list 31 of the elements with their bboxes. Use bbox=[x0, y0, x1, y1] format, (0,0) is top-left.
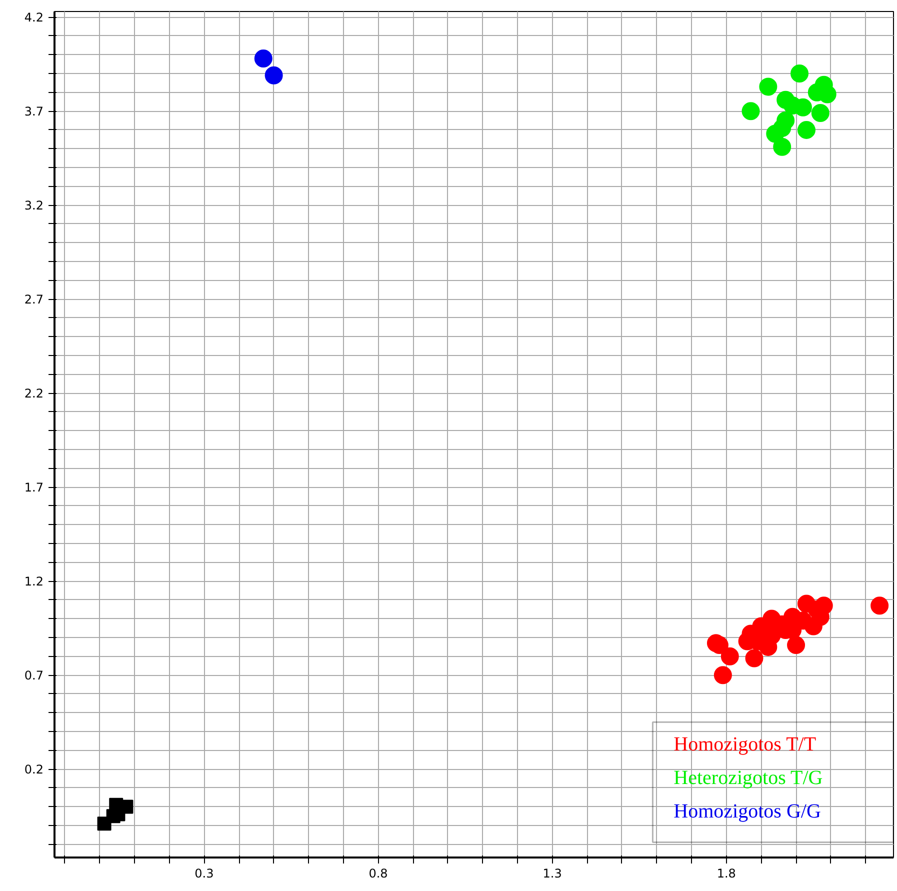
point bbox=[759, 78, 778, 96]
y-tick-label: 1.7 bbox=[24, 480, 44, 495]
y-tick-label: 4.2 bbox=[24, 10, 44, 25]
point bbox=[870, 596, 889, 615]
point bbox=[797, 120, 816, 139]
point bbox=[254, 50, 272, 68]
point bbox=[787, 636, 806, 654]
point bbox=[773, 119, 792, 138]
point bbox=[790, 64, 809, 83]
y-tick-label: 2.7 bbox=[24, 292, 44, 307]
point bbox=[714, 666, 732, 684]
point bbox=[773, 138, 792, 156]
point bbox=[745, 649, 764, 668]
text: Homozigotos T/T bbox=[674, 734, 816, 756]
point bbox=[742, 102, 760, 120]
point bbox=[720, 647, 739, 666]
point bbox=[106, 809, 120, 824]
x-tick-label: 0.3 bbox=[194, 866, 214, 880]
x-tick-label: 0.8 bbox=[368, 866, 388, 880]
y-tick-label: 3.2 bbox=[24, 198, 44, 213]
text: Homozigotos G/G bbox=[674, 800, 821, 822]
point bbox=[264, 66, 283, 84]
x-tick-label: 1.8 bbox=[716, 866, 736, 880]
text: Heterozigotos T/G bbox=[674, 766, 823, 789]
y-tick-label: 3.7 bbox=[24, 104, 44, 119]
x-tick-label: 1.3 bbox=[542, 866, 562, 880]
y-tick-label: 0.7 bbox=[24, 668, 44, 683]
y-tick-label: 1.2 bbox=[24, 574, 44, 589]
y-tick-label: 0.2 bbox=[24, 762, 44, 777]
point bbox=[811, 104, 830, 122]
y-tick-label: 2.2 bbox=[24, 386, 44, 401]
